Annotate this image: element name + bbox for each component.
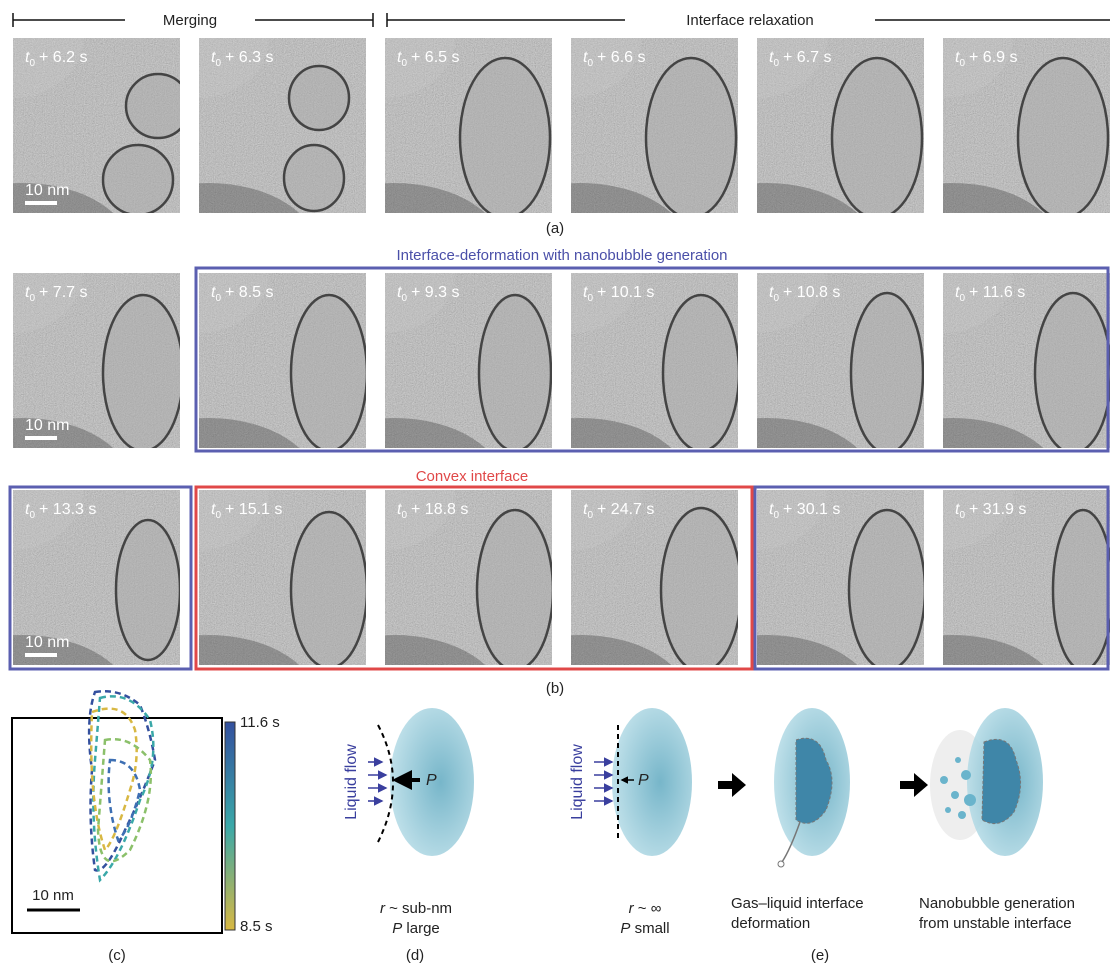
bubble [289, 66, 349, 130]
pressure-note: P large [392, 920, 440, 937]
time-subscript: 0 [959, 510, 965, 521]
step-arrow [900, 773, 928, 797]
time-value: + 6.2 s [39, 49, 87, 66]
time-value: + 8.5 s [225, 284, 273, 301]
step-arrow [718, 773, 746, 797]
flow-label: Liquid flow [343, 744, 360, 820]
bubble [479, 295, 551, 451]
step-text: Gas–liquid interface [731, 895, 864, 912]
figure: Merging Interface relaxation (a) Interfa… [0, 0, 1110, 966]
time-subscript: 0 [959, 58, 965, 69]
time-subscript: 0 [215, 510, 221, 521]
time-subscript: 0 [587, 510, 593, 521]
scale-label: 10 nm [25, 182, 69, 199]
panel-label: (d) [406, 947, 424, 964]
bubble [646, 58, 736, 218]
time-value: + 31.9 s [969, 501, 1026, 518]
step-text: from unstable interface [919, 915, 1072, 932]
time-subscript: 0 [587, 58, 593, 69]
bubble [849, 510, 925, 670]
bubble [126, 74, 190, 138]
time-value: + 6.5 s [411, 49, 459, 66]
time-subscript: 0 [401, 58, 407, 69]
bubble [851, 293, 923, 453]
group-label: Interface relaxation [686, 12, 814, 29]
time-value: + 6.9 s [969, 49, 1017, 66]
step-text: Nanobubble generation [919, 895, 1075, 912]
text: small [630, 920, 669, 937]
panel-label: (e) [811, 947, 829, 964]
time-subscript: 0 [401, 510, 407, 521]
scale-label: 10 nm [25, 634, 69, 651]
pressure-symbol: P [638, 772, 649, 789]
panel-label: (b) [546, 680, 564, 697]
time-value: + 7.7 s [39, 284, 87, 301]
time-value: + 11.6 s [969, 284, 1025, 301]
scale-label: 10 nm [32, 887, 74, 904]
panel-label: (a) [546, 220, 564, 237]
time-subscript: 0 [29, 58, 35, 69]
bubble [284, 145, 344, 211]
group-label: Merging [163, 12, 217, 29]
time-value: + 6.7 s [783, 49, 831, 66]
text: ~ ∞ [634, 900, 662, 917]
bubble [460, 58, 550, 218]
flow-arrows [368, 762, 386, 801]
time-subscript: 0 [215, 293, 221, 304]
bubble [477, 510, 553, 670]
bubble [103, 145, 173, 215]
pressure-note: P small [620, 920, 669, 937]
colorbar-label: 8.5 s [240, 918, 273, 935]
row-title: Interface-deformation with nanobubble ge… [396, 247, 727, 264]
bubble [612, 708, 692, 856]
time-value: + 6.3 s [225, 49, 273, 66]
bubble [1053, 510, 1110, 670]
text: large [402, 920, 440, 937]
symbol: P [392, 920, 402, 937]
step-text: deformation [731, 915, 810, 932]
radius-note: r ~ sub-nm [380, 900, 452, 917]
time-value: + 10.8 s [783, 284, 840, 301]
time-subscript: 0 [773, 510, 779, 521]
time-subscript: 0 [959, 293, 965, 304]
time-subscript: 0 [773, 293, 779, 304]
bubble [116, 520, 180, 660]
time-subscript: 0 [29, 293, 35, 304]
time-subscript: 0 [215, 58, 221, 69]
scale-label: 10 nm [25, 417, 69, 434]
time-value: + 9.3 s [411, 284, 459, 301]
bubble [661, 508, 741, 672]
time-subscript: 0 [587, 293, 593, 304]
bubble [1035, 293, 1110, 453]
time-value: + 10.1 s [597, 284, 654, 301]
bubble [103, 295, 183, 451]
bubble [663, 295, 739, 451]
bubble [1018, 58, 1108, 218]
flow-arrows [594, 762, 612, 801]
time-value: + 18.8 s [411, 501, 468, 518]
bubble [291, 512, 367, 668]
pressure-symbol: P [426, 772, 437, 789]
text: ~ sub-nm [385, 900, 452, 917]
panel-label: (c) [108, 947, 126, 964]
colorbar [225, 722, 235, 930]
radius-note: r ~ ∞ [629, 900, 662, 917]
row-title: Convex interface [416, 468, 529, 485]
time-subscript: 0 [29, 510, 35, 521]
time-value: + 13.3 s [39, 501, 96, 518]
time-value: + 6.6 s [597, 49, 645, 66]
bubble [832, 58, 922, 218]
bubble [291, 295, 367, 451]
symbol: P [620, 920, 630, 937]
time-value: + 24.7 s [597, 501, 654, 518]
time-value: + 30.1 s [783, 501, 840, 518]
time-subscript: 0 [401, 293, 407, 304]
colorbar-label: 11.6 s [240, 714, 280, 731]
time-subscript: 0 [773, 58, 779, 69]
time-value: + 15.1 s [225, 501, 282, 518]
flow-label: Liquid flow [569, 744, 586, 820]
